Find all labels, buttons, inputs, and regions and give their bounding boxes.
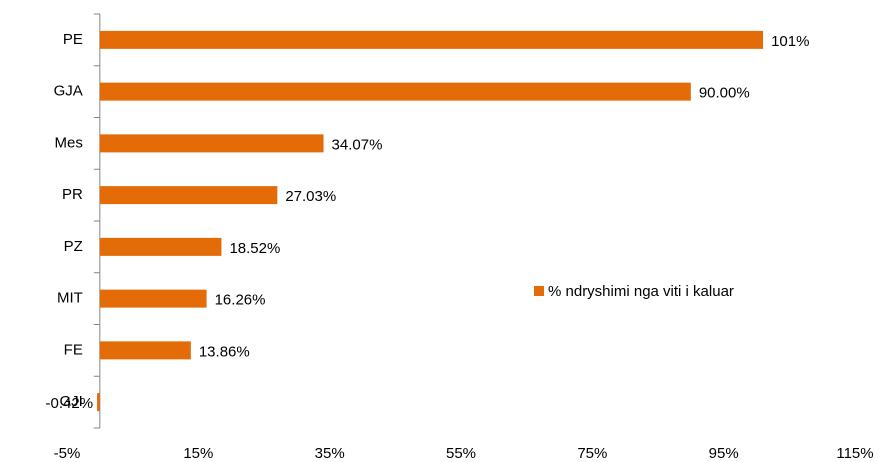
data-label: 27.03%: [285, 188, 336, 205]
x-tick-label: 35%: [315, 445, 345, 462]
y-tick-label: PZ: [64, 238, 83, 255]
x-tick-label: -5%: [54, 445, 81, 462]
x-tick-label: 115%: [836, 445, 873, 462]
data-label: 34.07%: [332, 136, 383, 153]
data-label: 16.26%: [215, 292, 266, 309]
y-tick-label: GJI: [59, 393, 82, 410]
x-tick-label: 95%: [709, 445, 739, 462]
bar: [99, 186, 278, 205]
data-label: 18.52%: [229, 240, 280, 257]
legend-label: % ndryshimi nga viti i kaluar: [548, 283, 734, 300]
legend-swatch: [534, 286, 544, 296]
y-tick-label: GJA: [54, 83, 83, 100]
x-tick-label: 75%: [577, 445, 607, 462]
y-tick-label: PE: [63, 31, 83, 48]
bar: [97, 393, 100, 412]
data-label: -0.42%: [46, 395, 94, 412]
bar: [99, 82, 691, 101]
bar: [99, 289, 207, 308]
y-tick-label: PR: [62, 186, 83, 203]
bar: [99, 30, 764, 49]
bar: [99, 237, 222, 256]
data-label: 13.86%: [199, 343, 250, 360]
y-tick-label: FE: [64, 341, 83, 358]
bar: [99, 341, 191, 360]
y-tick-label: MIT: [57, 290, 83, 307]
data-label: 101%: [771, 33, 809, 50]
x-tick-label: 55%: [446, 445, 476, 462]
y-tick-label: Mes: [54, 134, 82, 151]
data-label: 90.00%: [699, 85, 750, 102]
bar: [99, 134, 324, 153]
x-tick-label: 15%: [183, 445, 213, 462]
